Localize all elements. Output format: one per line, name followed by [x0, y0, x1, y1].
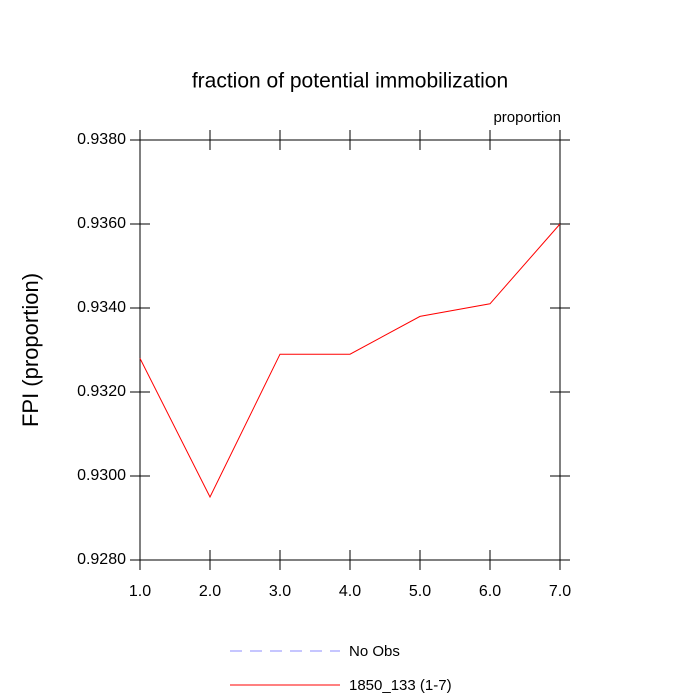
y-tick-label: 0.9340	[77, 299, 126, 316]
plot-frame	[139, 139, 561, 561]
y-axis-label: FPI (proportion)	[18, 273, 43, 427]
x-tick-label: 3.0	[269, 583, 291, 600]
x-tick-label: 5.0	[409, 583, 431, 600]
chart-title: fraction of potential immobilization	[192, 70, 508, 93]
x-tick-label: 7.0	[549, 583, 571, 600]
x-tick-label: 4.0	[339, 583, 361, 600]
chart-subtitle: proportion	[493, 109, 561, 126]
data-line	[139, 223, 561, 499]
x-tick-label: 2.0	[199, 583, 221, 600]
y-tick-label: 0.9300	[77, 467, 126, 484]
x-tick-label: 6.0	[479, 583, 501, 600]
x-tick-label: 1.0	[129, 583, 151, 600]
y-tick-label: 0.9320	[77, 383, 126, 400]
legend-label: 1850_133 (1-7)	[349, 677, 452, 694]
y-tick-label: 0.9360	[77, 215, 126, 232]
y-tick-label: 0.9380	[77, 131, 126, 148]
y-tick-label: 0.9280	[77, 551, 126, 568]
legend-label: No Obs	[349, 643, 400, 660]
